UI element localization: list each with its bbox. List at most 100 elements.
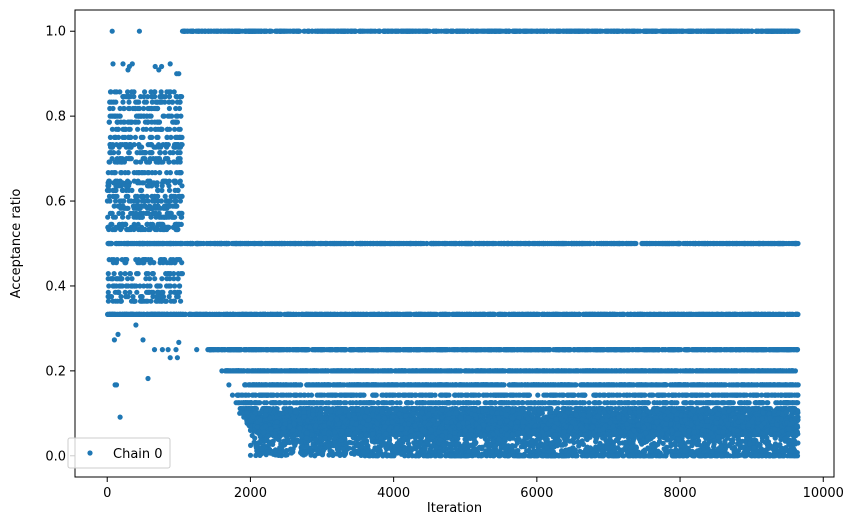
data-point: [598, 240, 605, 247]
data-point: [209, 311, 215, 317]
data-point: [567, 311, 573, 317]
data-point: [106, 257, 112, 263]
data-point: [168, 240, 174, 247]
data-point: [176, 283, 182, 289]
data-point: [194, 347, 200, 353]
data-point: [467, 240, 473, 247]
data-point: [486, 240, 492, 247]
data-point: [115, 331, 121, 337]
data-point: [719, 28, 726, 34]
data-point: [116, 113, 122, 119]
data-point: [157, 170, 163, 176]
data-point: [335, 28, 341, 34]
data-point: [506, 28, 512, 34]
data-point: [476, 28, 482, 34]
data-point: [739, 28, 745, 34]
data-point: [110, 105, 116, 112]
data-point: [601, 311, 608, 317]
data-point: [150, 289, 156, 295]
data-point: [584, 311, 590, 317]
data-point: [303, 311, 309, 317]
data-point: [152, 170, 158, 176]
data-point: [106, 119, 112, 125]
data-point: [295, 240, 301, 247]
data-point: [137, 260, 143, 266]
data-point: [174, 226, 180, 233]
data-point: [130, 203, 136, 209]
data-point: [427, 28, 433, 34]
data-point: [360, 311, 366, 317]
data-point: [769, 28, 776, 34]
data-point: [283, 28, 289, 34]
data-point: [156, 214, 162, 220]
data-point: [449, 240, 455, 247]
data-point: [159, 221, 165, 227]
data-point: [359, 28, 365, 34]
data-point: [357, 240, 363, 247]
data-point: [150, 221, 156, 227]
data-point: [306, 240, 312, 247]
data-point: [145, 375, 151, 382]
data-point: [166, 183, 172, 189]
data-point: [175, 294, 181, 300]
data-point: [177, 198, 183, 204]
data-point: [140, 126, 146, 132]
data-point: [620, 28, 627, 34]
data-point: [429, 240, 435, 247]
data-point: [340, 240, 346, 247]
data-point: [120, 99, 126, 105]
data-point: [155, 134, 161, 140]
data-point: [646, 240, 652, 247]
data-point: [111, 337, 117, 343]
data-point: [403, 28, 409, 34]
data-point: [400, 311, 406, 317]
data-point: [172, 126, 178, 132]
data-point: [109, 144, 115, 150]
data-point: [153, 99, 159, 105]
data-point: [132, 298, 138, 304]
data-point: [125, 214, 131, 220]
data-point: [787, 311, 793, 317]
data-point: [135, 180, 141, 186]
data-point: [744, 28, 751, 34]
data-point: [126, 226, 132, 233]
data-point: [177, 126, 183, 132]
data-point: [532, 240, 538, 247]
data-point: [154, 289, 160, 295]
data-point: [109, 126, 115, 132]
data-point: [107, 198, 113, 204]
data-point: [128, 198, 134, 204]
data-point: [107, 134, 113, 140]
data-point: [463, 311, 469, 317]
data-point: [164, 170, 170, 176]
data-point: [659, 28, 665, 34]
data-point: [140, 180, 147, 186]
data-point: [544, 28, 550, 34]
data-point: [364, 240, 370, 247]
data-point: [457, 28, 463, 34]
data-point: [674, 28, 680, 34]
data-point: [144, 283, 150, 289]
data-point: [540, 240, 547, 247]
data-point: [262, 311, 268, 317]
data-point: [152, 276, 158, 282]
data-point: [641, 28, 647, 34]
data-point: [262, 28, 268, 34]
data-point: [177, 257, 183, 263]
data-point: [387, 240, 393, 247]
data-point: [262, 240, 268, 247]
data-point: [138, 94, 144, 100]
data-point: [138, 159, 144, 165]
data-point: [769, 240, 775, 247]
data-point: [118, 283, 124, 289]
data-point: [327, 240, 333, 247]
data-point: [149, 193, 155, 199]
data-point: [165, 142, 171, 148]
data-point: [121, 119, 127, 125]
data-point: [571, 240, 577, 247]
data-point: [158, 144, 164, 150]
data-point: [239, 311, 245, 317]
data-point: [176, 289, 183, 295]
data-point: [145, 311, 151, 317]
data-point: [679, 28, 685, 34]
